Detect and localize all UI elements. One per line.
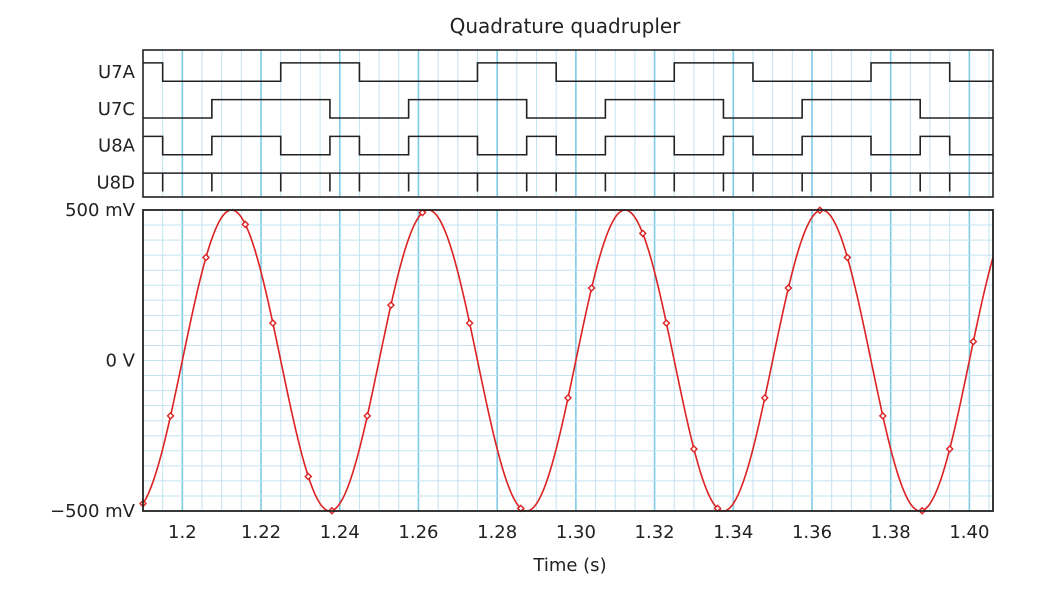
analog-trace xyxy=(139,206,994,515)
x-tick-label: 1.34 xyxy=(713,522,753,543)
x-tick-label: 1.24 xyxy=(320,522,360,543)
analog-point-marker xyxy=(784,284,793,292)
analog-point-marker xyxy=(587,284,596,292)
digital-trace-line xyxy=(143,62,993,83)
analog-point-marker xyxy=(878,411,887,420)
x-axis-label: Time (s) xyxy=(532,555,606,576)
x-tick-label: 1.26 xyxy=(398,522,438,543)
analog-point-marker xyxy=(268,319,277,328)
y-tick-label: −500 mV xyxy=(50,501,136,522)
digital-trace-line xyxy=(143,135,993,156)
digital-trace-line xyxy=(143,98,993,119)
x-tick-label: 1.36 xyxy=(792,522,832,543)
analog-point-marker xyxy=(418,208,427,217)
x-tick-label: 1.30 xyxy=(556,522,596,543)
analog-point-marker xyxy=(201,253,210,262)
digital-trace-label: U8D xyxy=(97,172,136,193)
analog-panel-frame xyxy=(142,209,994,512)
digital-traces: U7A U7C U8A U8D xyxy=(97,62,993,193)
axes: 500 mV 0 V −500 mV 1.2 1.22 1.24 1.26 1.28 1.30 1… xyxy=(50,49,994,543)
analog-point-marker xyxy=(564,393,572,402)
y-tick-label: 500 mV xyxy=(65,200,136,221)
x-tick-label: 1.32 xyxy=(635,522,675,543)
chart-title: Quadrature quadrupler xyxy=(450,14,682,38)
analog-point-marker xyxy=(662,319,671,328)
analog-point-marker xyxy=(969,337,978,346)
analog-point-marker xyxy=(166,411,175,420)
digital-panel-frame xyxy=(142,49,994,198)
x-tick-label: 1.22 xyxy=(241,522,281,543)
analog-point-marker xyxy=(760,393,769,402)
analog-point-marker xyxy=(945,444,954,453)
analog-point-marker xyxy=(689,444,698,453)
analog-point-marker xyxy=(363,411,372,420)
x-tick-label: 1.38 xyxy=(871,522,911,543)
analog-point-marker xyxy=(465,319,474,328)
y-tick-label: 0 V xyxy=(106,351,136,372)
x-tick-label: 1.40 xyxy=(949,522,989,543)
digital-grid xyxy=(142,50,990,197)
analog-point-marker xyxy=(638,229,647,238)
analog-point-marker xyxy=(304,472,313,481)
digital-trace-label: U8A xyxy=(98,136,136,157)
digital-trace-label: U7A xyxy=(98,62,136,83)
x-tick-label: 1.2 xyxy=(168,522,197,543)
analog-point-marker xyxy=(386,301,395,310)
digital-trace-label: U7C xyxy=(98,99,135,120)
analog-point-marker xyxy=(241,220,250,229)
analog-point-marker xyxy=(843,253,852,262)
analog-grid xyxy=(142,209,993,512)
x-tick-label: 1.28 xyxy=(477,522,517,543)
